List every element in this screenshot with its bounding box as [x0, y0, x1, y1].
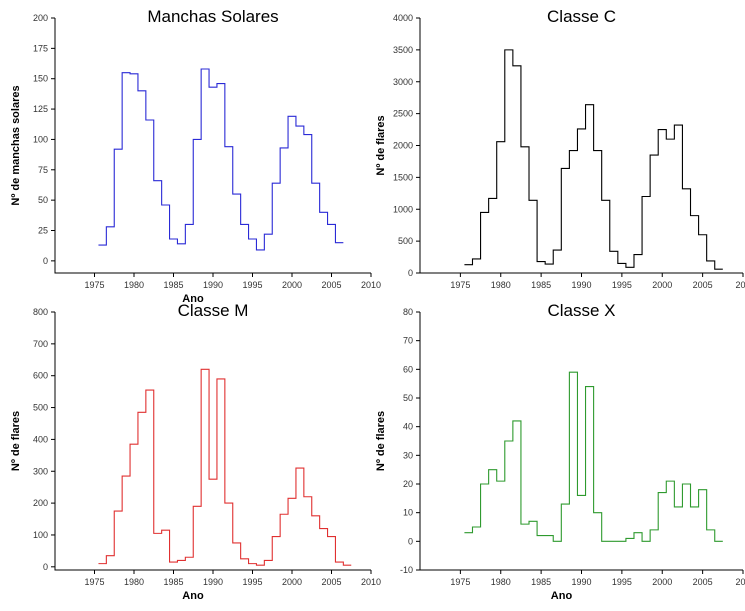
x-tick-label: 1975 — [450, 577, 470, 587]
y-tick-label: 60 — [403, 364, 413, 374]
series-step-line — [98, 368, 352, 566]
y-tick-label: 20 — [403, 479, 413, 489]
y-axis-label: Nº de manchas solares — [10, 85, 22, 205]
y-tick-label: -10 — [400, 565, 413, 575]
chart-classe-x: -10 0 10 20 30 40 50 60 70 80 1975 1980 1985 1990 1995… — [375, 301, 745, 602]
y-tick-label: 10 — [403, 508, 413, 518]
y-axis-label: Nº de flares — [375, 411, 387, 471]
x-tick-label: 1985 — [163, 280, 183, 290]
x-tick-label: 2000 — [652, 280, 672, 290]
y-tick-label: 75 — [38, 165, 48, 175]
y-tick-label: 25 — [38, 226, 48, 236]
x-tick-label: 1990 — [571, 280, 591, 290]
chart-classe-c: 0 500 1000 1500 2000 2500 3000 3500 4000 1975 1980… — [375, 7, 745, 290]
chart-title: Classe M — [178, 301, 249, 320]
y-tick-label: 175 — [33, 43, 48, 53]
x-tick-label: 2010 — [361, 577, 381, 587]
y-tick-label: 700 — [33, 339, 48, 349]
x-axis-label: Ano — [182, 293, 204, 305]
x-tick-label: 1985 — [163, 577, 183, 587]
y-tick-label: 2500 — [393, 109, 413, 119]
y-tick-label: 500 — [398, 236, 413, 246]
x-tick-label: 1975 — [84, 577, 104, 587]
x-tick-label: 2000 — [282, 577, 302, 587]
y-tick-label: 4000 — [393, 13, 413, 23]
y-tick-label: 0 — [408, 268, 413, 278]
y-tick-label: 500 — [33, 403, 48, 413]
y-tick-label: 0 — [43, 562, 48, 572]
x-tick-label: 1990 — [203, 280, 223, 290]
y-tick-label: 150 — [33, 74, 48, 84]
y-tick-label: 800 — [33, 307, 48, 317]
x-tick-label: 1995 — [612, 280, 632, 290]
y-tick-label: 200 — [33, 13, 48, 23]
y-tick-label: 80 — [403, 307, 413, 317]
x-tick-label: 1980 — [124, 280, 144, 290]
x-tick-label: 201 — [735, 577, 745, 587]
axes-frame — [419, 18, 743, 274]
x-tick-label: 1975 — [84, 280, 104, 290]
series-step-line — [464, 371, 723, 542]
axes-frame — [54, 18, 371, 274]
x-tick-label: 1980 — [124, 577, 144, 587]
series-step-line — [98, 68, 344, 251]
y-tick-label: 30 — [403, 450, 413, 460]
y-tick-label: 3000 — [393, 77, 413, 87]
x-tick-label: 2000 — [282, 280, 302, 290]
chart-title: Classe X — [547, 301, 615, 320]
x-tick-label: 201 — [735, 280, 745, 290]
x-tick-label: 1985 — [531, 577, 551, 587]
axes-frame — [419, 312, 743, 571]
chart-manchas-solares: 0 25 50 75 100 125 150 175 200 1975 1980 1985 1990 19… — [10, 7, 381, 305]
x-tick-label: 2010 — [361, 280, 381, 290]
y-tick-label: 3500 — [393, 45, 413, 55]
x-axis-label: Ano — [182, 590, 204, 602]
y-tick-label: 100 — [33, 134, 48, 144]
x-tick-label: 1975 — [450, 280, 470, 290]
y-tick-label: 1000 — [393, 204, 413, 214]
y-tick-label: 1500 — [393, 172, 413, 182]
x-tick-label: 1990 — [203, 577, 223, 587]
chart-classe-m: 0 100 200 300 400 500 600 700 800 1975 1980 1985 199… — [10, 301, 381, 602]
x-tick-label: 1990 — [571, 577, 591, 587]
x-tick-label: 2005 — [321, 280, 341, 290]
y-tick-label: 50 — [38, 195, 48, 205]
x-tick-label: 2005 — [693, 577, 713, 587]
y-tick-label: 70 — [403, 336, 413, 346]
chart-title: Classe C — [547, 7, 616, 26]
x-tick-label: 2000 — [652, 577, 672, 587]
y-tick-label: 200 — [33, 498, 48, 508]
x-tick-label: 2005 — [693, 280, 713, 290]
y-tick-label: 400 — [33, 434, 48, 444]
y-tick-label: 300 — [33, 466, 48, 476]
series-step-line — [464, 49, 723, 270]
x-tick-label: 1995 — [242, 280, 262, 290]
x-tick-label: 1980 — [491, 280, 511, 290]
x-tick-label: 1995 — [242, 577, 262, 587]
y-tick-label: 2000 — [393, 141, 413, 151]
y-tick-label: 40 — [403, 422, 413, 432]
y-axis-label: Nº de flares — [10, 411, 22, 471]
y-tick-label: 50 — [403, 393, 413, 403]
y-tick-label: 0 — [408, 536, 413, 546]
y-tick-label: 600 — [33, 371, 48, 381]
axes-frame — [54, 312, 371, 571]
y-tick-label: 100 — [33, 530, 48, 540]
chart-title: Manchas Solares — [147, 7, 278, 26]
x-tick-label: 1985 — [531, 280, 551, 290]
x-tick-label: 1995 — [612, 577, 632, 587]
x-tick-label: 2005 — [321, 577, 341, 587]
y-tick-label: 0 — [43, 256, 48, 266]
y-axis-label: Nº de flares — [375, 115, 387, 175]
y-tick-label: 125 — [33, 104, 48, 114]
x-axis-label: Ano — [551, 590, 573, 602]
x-tick-label: 1980 — [491, 577, 511, 587]
